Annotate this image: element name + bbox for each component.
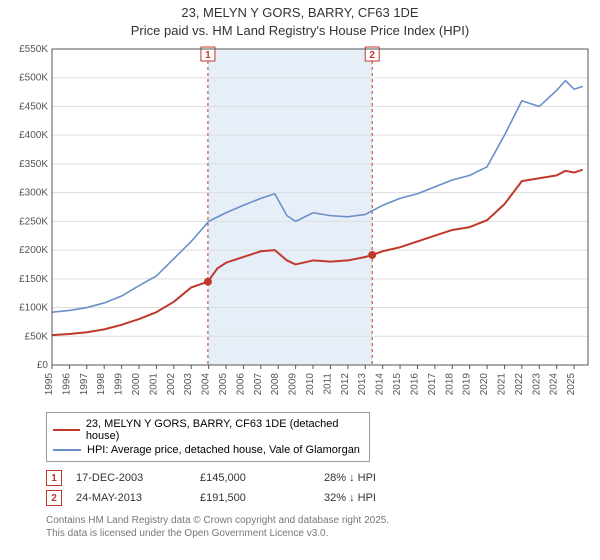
svg-text:2020: 2020 bbox=[479, 373, 490, 396]
svg-text:2021: 2021 bbox=[496, 373, 507, 396]
event-date: 24-MAY-2013 bbox=[76, 492, 186, 504]
svg-text:£100K: £100K bbox=[19, 303, 48, 314]
svg-text:2: 2 bbox=[369, 50, 375, 61]
svg-text:2000: 2000 bbox=[131, 373, 142, 396]
svg-text:2011: 2011 bbox=[322, 373, 333, 395]
event-delta: 28% ↓ HPI bbox=[324, 472, 434, 484]
svg-text:1: 1 bbox=[205, 50, 211, 61]
legend-swatch bbox=[53, 449, 81, 451]
svg-text:2007: 2007 bbox=[253, 373, 264, 396]
svg-text:£150K: £150K bbox=[19, 274, 48, 285]
event-price: £145,000 bbox=[200, 472, 310, 484]
legend-item: 23, MELYN Y GORS, BARRY, CF63 1DE (detac… bbox=[53, 417, 363, 443]
svg-text:2009: 2009 bbox=[288, 373, 299, 396]
svg-text:£50K: £50K bbox=[25, 331, 49, 342]
svg-text:2014: 2014 bbox=[375, 373, 386, 396]
event-price: £191,500 bbox=[200, 492, 310, 504]
footer-line-1: Contains HM Land Registry data © Crown c… bbox=[46, 514, 592, 527]
svg-text:2001: 2001 bbox=[148, 373, 159, 396]
footer-attribution: Contains HM Land Registry data © Crown c… bbox=[46, 514, 592, 540]
svg-text:2004: 2004 bbox=[201, 373, 212, 396]
svg-text:1996: 1996 bbox=[61, 373, 72, 396]
price-chart: £0 £50K £100K £150K £200K £250K £300K £350K £400… bbox=[6, 43, 594, 406]
title-line-2: Price paid vs. HM Land Registry's House … bbox=[0, 22, 600, 40]
event-marker: 2 bbox=[46, 490, 62, 506]
footer-line-2: This data is licensed under the Open Gov… bbox=[46, 527, 592, 540]
svg-text:2008: 2008 bbox=[270, 373, 281, 396]
svg-text:2013: 2013 bbox=[357, 373, 368, 396]
svg-text:2006: 2006 bbox=[235, 373, 246, 396]
svg-text:1998: 1998 bbox=[96, 373, 107, 396]
event-marker: 1 bbox=[46, 470, 62, 486]
svg-text:2023: 2023 bbox=[531, 373, 542, 396]
svg-text:£350K: £350K bbox=[19, 159, 48, 170]
svg-text:£250K: £250K bbox=[19, 216, 48, 227]
legend-item: HPI: Average price, detached house, Vale… bbox=[53, 443, 363, 457]
svg-text:£300K: £300K bbox=[19, 188, 48, 199]
svg-text:2017: 2017 bbox=[427, 373, 438, 396]
svg-text:2024: 2024 bbox=[549, 373, 560, 396]
svg-text:2002: 2002 bbox=[166, 373, 177, 396]
svg-text:1999: 1999 bbox=[114, 373, 125, 396]
event-row: 1 17-DEC-2003 £145,000 28% ↓ HPI bbox=[46, 468, 592, 488]
events-table: 1 17-DEC-2003 £145,000 28% ↓ HPI 2 24-MAY-201… bbox=[46, 468, 592, 508]
svg-text:£500K: £500K bbox=[19, 73, 48, 84]
svg-text:2003: 2003 bbox=[183, 373, 194, 396]
svg-text:2010: 2010 bbox=[305, 373, 316, 396]
svg-text:2025: 2025 bbox=[566, 373, 577, 396]
svg-text:£200K: £200K bbox=[19, 245, 48, 256]
title-line-1: 23, MELYN Y GORS, BARRY, CF63 1DE bbox=[0, 4, 600, 22]
svg-text:£450K: £450K bbox=[19, 102, 48, 113]
svg-text:2016: 2016 bbox=[409, 373, 420, 396]
legend-label: 23, MELYN Y GORS, BARRY, CF63 1DE (detac… bbox=[86, 418, 363, 442]
legend-swatch bbox=[53, 429, 80, 431]
svg-text:2005: 2005 bbox=[218, 373, 229, 396]
chart-svg: £0 £50K £100K £150K £200K £250K £300K £350K £400… bbox=[6, 43, 592, 401]
svg-text:1995: 1995 bbox=[44, 373, 55, 396]
svg-text:£0: £0 bbox=[37, 360, 49, 371]
event-delta: 32% ↓ HPI bbox=[324, 492, 434, 504]
svg-text:2022: 2022 bbox=[514, 373, 525, 396]
event-row: 2 24-MAY-2013 £191,500 32% ↓ HPI bbox=[46, 488, 592, 508]
svg-text:2018: 2018 bbox=[444, 373, 455, 396]
event-date: 17-DEC-2003 bbox=[76, 472, 186, 484]
page-title: 23, MELYN Y GORS, BARRY, CF63 1DE Price … bbox=[0, 0, 600, 39]
legend-label: HPI: Average price, detached house, Vale… bbox=[87, 444, 360, 456]
legend: 23, MELYN Y GORS, BARRY, CF63 1DE (detac… bbox=[46, 412, 370, 462]
svg-text:£550K: £550K bbox=[19, 44, 48, 55]
svg-text:2015: 2015 bbox=[392, 373, 403, 396]
svg-text:£400K: £400K bbox=[19, 130, 48, 141]
svg-text:2012: 2012 bbox=[340, 373, 351, 396]
svg-text:2019: 2019 bbox=[462, 373, 473, 396]
svg-text:1997: 1997 bbox=[79, 373, 90, 396]
